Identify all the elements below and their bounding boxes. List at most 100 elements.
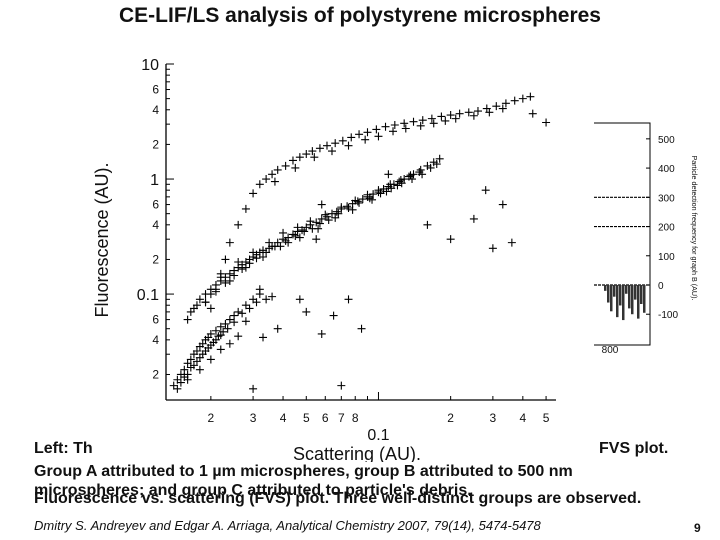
scatter-point-group-a bbox=[310, 153, 319, 162]
caption-fragment-right: FVS plot. bbox=[599, 440, 669, 457]
scatter-point-group-outliers bbox=[507, 238, 516, 247]
scatter-point-group-outliers bbox=[241, 317, 250, 326]
scatter-point-group-b bbox=[415, 168, 424, 177]
scatter-point-group-b bbox=[343, 202, 352, 211]
scatter-point-group-a bbox=[374, 132, 383, 141]
scatter-point-group-c bbox=[186, 355, 195, 364]
scatter-point-group-a bbox=[221, 255, 230, 264]
scatter-point-group-a bbox=[281, 161, 290, 170]
scatter-point-group-outliers bbox=[317, 200, 326, 209]
scatter-point-group-a bbox=[268, 170, 277, 179]
scatter-point-group-a bbox=[355, 130, 364, 139]
scatter-point-group-a bbox=[315, 144, 324, 153]
scatter-point-group-b bbox=[295, 233, 304, 242]
inset-y-tick-label: 200 bbox=[658, 223, 675, 234]
citation: Dmitry S. Andreyev and Edgar A. Arriaga,… bbox=[34, 518, 541, 533]
scatter-point-group-b bbox=[408, 175, 417, 184]
scatter-point-group-a bbox=[270, 177, 279, 186]
scatter-point-group-c bbox=[223, 324, 232, 333]
scatter-point-group-a bbox=[225, 238, 234, 247]
scatter-point-group-c bbox=[268, 292, 277, 301]
scatter-point-group-b bbox=[374, 186, 383, 195]
x-axis-title: Scattering (AU). bbox=[293, 444, 421, 462]
y-tick-label: 2 bbox=[152, 252, 159, 266]
scatter-point-group-outliers bbox=[337, 381, 346, 390]
slide-title: CE-LIF/LS analysis of polystyrene micros… bbox=[119, 4, 601, 27]
scatter-point-group-b bbox=[262, 248, 271, 257]
scatter-point-group-outliers bbox=[312, 235, 321, 244]
scatter-point-group-a bbox=[473, 107, 482, 116]
x-tick-label: 3 bbox=[490, 411, 497, 425]
scatter-point-group-b bbox=[225, 269, 234, 278]
scatter-point-group-a bbox=[526, 92, 535, 101]
x-tick-label: 7 bbox=[338, 411, 345, 425]
scatter-point-group-outliers bbox=[488, 244, 497, 253]
scatter-point-group-a bbox=[400, 119, 409, 128]
scatter-point-group-a bbox=[344, 141, 353, 150]
inset-x-tick-label: 800 bbox=[602, 345, 619, 356]
x-tick-label: 4 bbox=[519, 411, 526, 425]
scatter-point-group-b bbox=[382, 187, 391, 196]
scatter-point-group-b bbox=[406, 171, 415, 180]
scatter-point-group-outliers bbox=[357, 324, 366, 333]
inset-bar bbox=[622, 285, 625, 321]
scatter-point-group-b bbox=[314, 224, 323, 233]
caption-line-fvs: Fluorescence vs. scattering (FVS) plot. … bbox=[34, 490, 642, 507]
caption-fragment-left: Left: Th bbox=[34, 440, 93, 457]
scatter-point-group-b bbox=[324, 216, 333, 225]
y-tick-label: 0.1 bbox=[137, 287, 159, 304]
scatter-point-group-a bbox=[331, 139, 340, 148]
scatter-point-group-c bbox=[262, 295, 271, 304]
scatter-point-group-outliers bbox=[446, 235, 455, 244]
scatter-point-group-b bbox=[348, 205, 357, 214]
scatter-point-group-c bbox=[192, 346, 201, 355]
scatter-point-group-c bbox=[195, 365, 204, 374]
scatter-point-group-outliers bbox=[255, 285, 264, 294]
scatter-point-group-b bbox=[201, 298, 210, 307]
scatter-point-group-b bbox=[322, 212, 331, 221]
scatter-point-group-c bbox=[219, 327, 228, 336]
caption-line-group-c: microspheres; and group C attributed to … bbox=[34, 482, 472, 499]
scatter-point-group-outliers bbox=[469, 214, 478, 223]
scatter-point-group-b bbox=[211, 287, 220, 296]
inset-y-tick-label: 300 bbox=[658, 193, 675, 204]
scatter-point-group-a bbox=[485, 108, 494, 117]
x-tick-label: 5 bbox=[303, 411, 310, 425]
x-tick-label: 8 bbox=[352, 411, 359, 425]
scatter-point-group-a bbox=[528, 109, 537, 118]
scatter-point-group-outliers bbox=[295, 295, 304, 304]
scatter-point-group-a bbox=[390, 120, 399, 129]
scatter-point-group-b bbox=[249, 248, 258, 257]
inset-y-tick-label: 100 bbox=[658, 252, 675, 263]
scatter-point-group-outliers bbox=[498, 200, 507, 209]
scatter-point-group-c bbox=[238, 309, 247, 318]
scatter-point-group-c bbox=[221, 319, 230, 328]
scatter-point-group-b bbox=[183, 315, 192, 324]
x-tick-label: 2 bbox=[208, 411, 215, 425]
page-number: 9 bbox=[694, 521, 701, 535]
inset-bar bbox=[616, 285, 619, 318]
inset-y-axis-title: Particle detection frequency for graph B… bbox=[690, 155, 699, 300]
scatter-point-group-b bbox=[331, 213, 340, 222]
scatter-point-group-b bbox=[192, 301, 201, 310]
scatter-point-group-c bbox=[169, 381, 178, 390]
scatter-point-group-b bbox=[315, 219, 324, 228]
scatter-point-group-b bbox=[387, 184, 396, 193]
inset-y-tick-label: 400 bbox=[658, 164, 675, 175]
scatter-point-group-a bbox=[327, 147, 336, 156]
scatter-point-group-c bbox=[214, 332, 223, 341]
inset-plot-frame bbox=[591, 122, 651, 346]
scatter-point-group-outliers bbox=[317, 329, 326, 338]
scatter-point-group-b bbox=[334, 209, 343, 218]
scatter-point-group-a bbox=[389, 127, 398, 136]
scatter-point-group-outliers bbox=[344, 295, 353, 304]
scatter-point-group-c bbox=[180, 365, 189, 374]
scatter-point-group-a bbox=[255, 180, 264, 189]
scatter-point-group-a bbox=[338, 136, 347, 145]
x-tick-label: 5 bbox=[543, 411, 550, 425]
y-tick-label: 4 bbox=[152, 333, 159, 347]
scatter-point-group-a bbox=[401, 124, 410, 133]
scatter-point-group-a bbox=[437, 112, 446, 121]
scatter-point-group-b bbox=[369, 190, 378, 199]
scatter-point-group-b bbox=[216, 276, 225, 285]
